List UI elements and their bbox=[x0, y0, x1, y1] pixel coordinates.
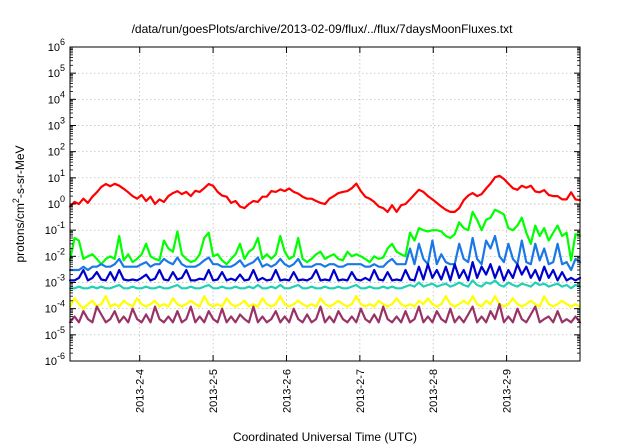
y-tick-label: 10-5 bbox=[45, 325, 65, 342]
y-tick-label: 101 bbox=[48, 168, 65, 185]
y-tick-label-base: 10 bbox=[45, 356, 57, 368]
series-line-4 bbox=[68, 261, 582, 282]
series-line-7 bbox=[68, 303, 582, 324]
y-tick-label: 10-1 bbox=[45, 220, 65, 237]
y-tick-label: 105 bbox=[48, 63, 65, 80]
y-axis-title-base: protons/cm bbox=[13, 203, 27, 262]
x-tick-label: 2013-2-5 bbox=[208, 369, 220, 413]
chart-title: /data/run/goesPlots/archive/2013-02-09/f… bbox=[132, 22, 514, 36]
y-tick-label: 100 bbox=[48, 194, 65, 211]
y-tick-label-exp: -4 bbox=[57, 299, 65, 309]
series-line-1 bbox=[68, 174, 582, 213]
y-tick-label: 106 bbox=[48, 37, 65, 54]
y-tick-label: 104 bbox=[48, 89, 65, 106]
y-axis-title-sup: 2 bbox=[11, 198, 21, 203]
y-tick-label-base: 10 bbox=[48, 147, 60, 159]
y-tick-label: 10-3 bbox=[45, 273, 65, 290]
y-tick-label: 102 bbox=[48, 142, 65, 159]
series-line-3 bbox=[68, 234, 582, 272]
y-tick-label-exp: 6 bbox=[60, 37, 65, 47]
y-tick-label: 10-2 bbox=[45, 246, 65, 263]
x-axis-title: Coordinated Universal Time (UTC) bbox=[233, 430, 417, 444]
y-tick-label-base: 10 bbox=[48, 94, 60, 106]
y-tick-label-base: 10 bbox=[48, 42, 60, 54]
x-tick-labels: 2013-2-4 2013-2-5 2013-2-6 2013-2-7 2013-2-8… bbox=[135, 369, 514, 413]
y-tick-label-exp: -2 bbox=[57, 246, 65, 256]
y-tick-label-base: 10 bbox=[48, 199, 60, 211]
y-tick-label-exp: 5 bbox=[60, 63, 65, 73]
y-tick-label-exp: 1 bbox=[60, 168, 65, 178]
y-tick-label-base: 10 bbox=[48, 173, 60, 185]
axis-ticks bbox=[70, 46, 580, 362]
y-tick-label-base: 10 bbox=[45, 225, 57, 237]
series-line-5 bbox=[68, 279, 582, 290]
x-tick-label: 2013-2-7 bbox=[355, 369, 367, 413]
y-axis-title-rest: -s-sr-MeV bbox=[13, 145, 27, 198]
y-tick-label-base: 10 bbox=[48, 68, 60, 80]
x-tick-label: 2013-2-9 bbox=[502, 369, 514, 413]
y-tick-label-base: 10 bbox=[45, 278, 57, 290]
y-tick-label: 10-6 bbox=[45, 351, 65, 368]
y-tick-label-base: 10 bbox=[45, 251, 57, 263]
y-tick-label-exp: 0 bbox=[60, 194, 65, 204]
y-tick-label-base: 10 bbox=[48, 121, 60, 133]
series-line-2 bbox=[68, 208, 582, 266]
y-axis-title: protons/cm2-s-sr-MeV bbox=[11, 145, 27, 262]
y-tick-label-exp: -6 bbox=[57, 351, 65, 361]
y-tick-label-exp: 4 bbox=[60, 89, 65, 99]
y-tick-label-base: 10 bbox=[45, 304, 57, 316]
x-tick-label: 2013-2-4 bbox=[135, 369, 147, 413]
series-line-6 bbox=[68, 295, 582, 310]
data-series bbox=[68, 174, 582, 324]
y-tick-label-exp: -1 bbox=[57, 220, 65, 230]
y-tick-label-exp: -3 bbox=[57, 273, 65, 283]
y-tick-label: 10-4 bbox=[45, 299, 65, 316]
y-tick-label-base: 10 bbox=[45, 330, 57, 342]
x-tick-label: 2013-2-8 bbox=[428, 369, 440, 413]
y-tick-label-exp: -5 bbox=[57, 325, 65, 335]
y-tick-labels: 10-610-510-410-310-210-11001011021031041… bbox=[45, 37, 65, 368]
y-tick-label: 103 bbox=[48, 116, 65, 133]
x-tick-label: 2013-2-6 bbox=[281, 369, 293, 413]
y-tick-label-exp: 2 bbox=[60, 142, 65, 152]
y-tick-label-exp: 3 bbox=[60, 116, 65, 126]
